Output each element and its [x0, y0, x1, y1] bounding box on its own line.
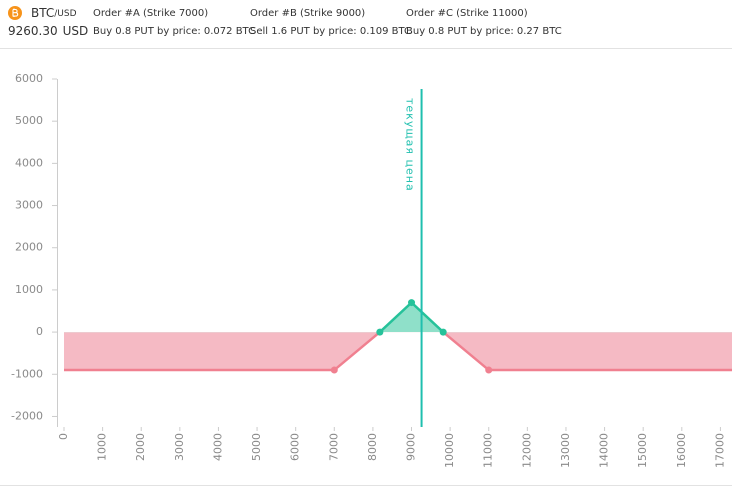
- y-tick-label: 2000: [15, 241, 43, 254]
- x-tick-label: 8000: [366, 433, 379, 461]
- order-detail: Buy 0.8 PUT by price: 0.27 BTC: [406, 26, 562, 37]
- y-tick-label: 1000: [15, 283, 43, 296]
- x-tick-label: 17000: [713, 433, 726, 468]
- x-tick-label: 12000: [520, 433, 533, 468]
- x-tick-label: 6000: [289, 433, 302, 461]
- x-tick-label: 1000: [96, 433, 109, 461]
- x-tick-label: 15000: [636, 433, 649, 468]
- x-tick-label: 13000: [559, 433, 572, 468]
- x-tick-label: 16000: [675, 433, 688, 468]
- x-tick-label: 11000: [482, 433, 495, 468]
- x-tick-label: 7000: [327, 433, 340, 461]
- price: 9260.30 USD: [8, 24, 88, 38]
- order-detail: Buy 0.8 PUT by price: 0.072 BTC: [93, 26, 255, 37]
- y-tick-label: 5000: [15, 114, 43, 127]
- x-tick-label: 5000: [250, 433, 263, 461]
- pair: BTC/USD: [31, 6, 77, 20]
- y-tick-label: -1000: [11, 367, 43, 380]
- order-title: Order #B (Strike 9000): [250, 8, 365, 19]
- point: [439, 328, 447, 336]
- btc-glyph: [12, 8, 19, 17]
- x-tick-label: 14000: [598, 433, 611, 468]
- order-title: Order #C (Strike 11000): [406, 8, 528, 19]
- point: [330, 366, 338, 374]
- y-tick-label: -2000: [11, 409, 43, 422]
- price-value: 9260.30: [8, 24, 58, 38]
- current-price-label: текущая цена: [404, 98, 417, 192]
- x-tick-label: 3000: [173, 433, 186, 461]
- y-tick-label: 3000: [15, 199, 43, 212]
- y-tick-label: 4000: [15, 156, 43, 169]
- x-tick-label: 10000: [443, 433, 456, 468]
- order-detail: Sell 1.6 PUT by price: 0.109 BTC: [250, 26, 411, 37]
- x-tick-label: 0: [57, 433, 70, 440]
- x-tick-label: 9000: [405, 433, 418, 461]
- point: [376, 328, 384, 336]
- point: [408, 299, 416, 307]
- price-currency: USD: [63, 24, 89, 38]
- pair-base: BTC: [31, 6, 54, 20]
- pair-quote: /USD: [54, 9, 76, 19]
- order-title: Order #A (Strike 7000): [93, 8, 208, 19]
- profit-area: [379, 302, 444, 333]
- loss-area: [64, 332, 732, 371]
- point: [485, 366, 493, 374]
- x-tick-label: 4000: [211, 433, 224, 461]
- x-tick-label: 2000: [134, 433, 147, 461]
- y-tick-label: 0: [36, 325, 43, 338]
- y-tick-label: 6000: [15, 72, 43, 85]
